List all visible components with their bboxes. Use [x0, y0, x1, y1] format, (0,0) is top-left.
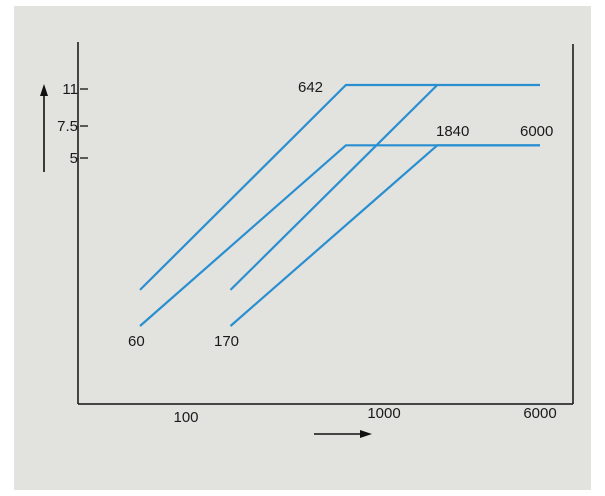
x-tick-label: 100: [173, 409, 198, 426]
annotation-60: 60: [128, 333, 145, 350]
series-layer: [139, 83, 540, 327]
annotation-642: 642: [298, 79, 323, 96]
annotation-1840: 1840: [436, 123, 469, 140]
y-arrow-head: [40, 84, 48, 96]
chart-card: [14, 6, 591, 490]
x-ticks: 100 1000 6000: [173, 405, 556, 426]
series-line-2: [139, 144, 540, 327]
x-arrow-head: [360, 430, 372, 438]
series-line-3: [229, 84, 439, 291]
series-line-4: [229, 144, 540, 327]
annotations: 642 1840 6000 60 170: [128, 79, 553, 350]
series-line-1: [139, 83, 540, 291]
annotation-170: 170: [214, 333, 239, 350]
annotation-6000: 6000: [520, 123, 553, 140]
x-tick-label: 6000: [523, 405, 556, 422]
y-tick-label: 11: [62, 81, 78, 98]
y-tick-label: 7.5: [57, 118, 78, 135]
y-tick-label: 5: [70, 150, 78, 167]
y-ticks: 11 7.5 5: [57, 81, 88, 167]
x-tick-label: 1000: [367, 405, 400, 422]
